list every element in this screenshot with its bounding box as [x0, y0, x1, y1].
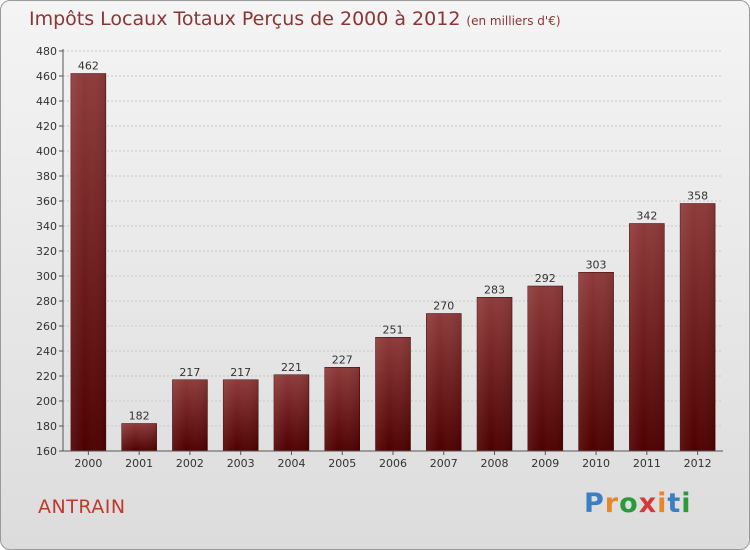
x-tick-label: 2006: [379, 457, 407, 470]
y-tick-label: 300: [36, 270, 57, 283]
bar-shine: [324, 367, 360, 451]
bar-shine: [223, 379, 259, 451]
bars: 462 182 217 217 221 227 251 270 283 292 303 342 358: [70, 60, 716, 452]
bar-shine: [477, 297, 513, 451]
y-tick-label: 420: [36, 120, 57, 133]
value-label: 283: [484, 283, 505, 296]
logo-letter: o: [619, 488, 639, 519]
y-tick-label: 460: [36, 70, 57, 83]
commune-name: ANTRAIN: [38, 496, 126, 518]
value-label: 217: [179, 366, 200, 379]
value-label: 221: [281, 361, 302, 374]
y-tick-label: 480: [36, 45, 57, 58]
y-tick-label: 380: [36, 170, 57, 183]
value-label: 303: [586, 258, 607, 271]
y-tick-label: 240: [36, 345, 57, 358]
x-tick-label: 2012: [684, 457, 712, 470]
y-tick-label: 160: [36, 445, 57, 458]
bar-shine: [527, 286, 563, 451]
bar-shine: [629, 223, 665, 451]
title-unit: (en milliers d'€): [466, 14, 561, 28]
value-label: 292: [535, 272, 556, 285]
value-label: 217: [230, 366, 251, 379]
title-text: Impôts Locaux Totaux Perçus de 2000 à 20…: [29, 8, 461, 30]
value-label: 462: [78, 60, 99, 73]
axes: 160 180 200 220 240 260 280 300 320 340 360 380 400 4…: [36, 45, 723, 470]
x-tick-label: 2009: [531, 457, 559, 470]
y-tick-label: 200: [36, 395, 57, 408]
x-tick-label: 2007: [430, 457, 458, 470]
value-label: 182: [129, 410, 150, 423]
x-tick-label: 2008: [481, 457, 509, 470]
value-label: 342: [636, 210, 657, 223]
logo-letter: r: [604, 488, 620, 519]
chart-title: Impôts Locaux Totaux Perçus de 2000 à 20…: [29, 8, 561, 30]
bar-shine: [680, 203, 716, 451]
y-tick-label: 340: [36, 220, 57, 233]
logo-letter: i: [657, 488, 668, 519]
x-tick-label: 2004: [277, 457, 305, 470]
y-tick-label: 180: [36, 420, 57, 433]
bar-shine: [70, 73, 106, 451]
y-tick-label: 280: [36, 295, 57, 308]
x-tick-label: 2000: [74, 457, 102, 470]
bar-shine: [273, 374, 309, 451]
logo-letter: x: [638, 488, 658, 519]
bar-shine: [578, 272, 614, 451]
bar-shine: [172, 379, 208, 451]
y-tick-label: 220: [36, 370, 57, 383]
bar-shine: [121, 423, 157, 451]
x-tick-label: 2003: [227, 457, 255, 470]
bar-shine: [426, 313, 462, 451]
y-tick-label: 360: [36, 195, 57, 208]
x-tick-label: 2010: [582, 457, 610, 470]
value-label: 251: [383, 323, 404, 336]
y-tick-label: 320: [36, 245, 57, 258]
proxiti-logo[interactable]: Proxiti: [584, 488, 692, 519]
x-tick-label: 2005: [328, 457, 356, 470]
value-label: 358: [687, 190, 708, 203]
y-tick-label: 440: [36, 95, 57, 108]
y-tick-label: 400: [36, 145, 57, 158]
x-tick-label: 2011: [633, 457, 661, 470]
x-tick-label: 2002: [176, 457, 204, 470]
logo-letter: i: [681, 488, 692, 519]
logo-letter: t: [667, 488, 682, 519]
x-tick-label: 2001: [125, 457, 153, 470]
value-label: 227: [332, 353, 353, 366]
value-label: 270: [433, 300, 454, 313]
y-tick-label: 260: [36, 320, 57, 333]
logo-letter: P: [584, 488, 605, 519]
bar-shine: [375, 337, 411, 451]
